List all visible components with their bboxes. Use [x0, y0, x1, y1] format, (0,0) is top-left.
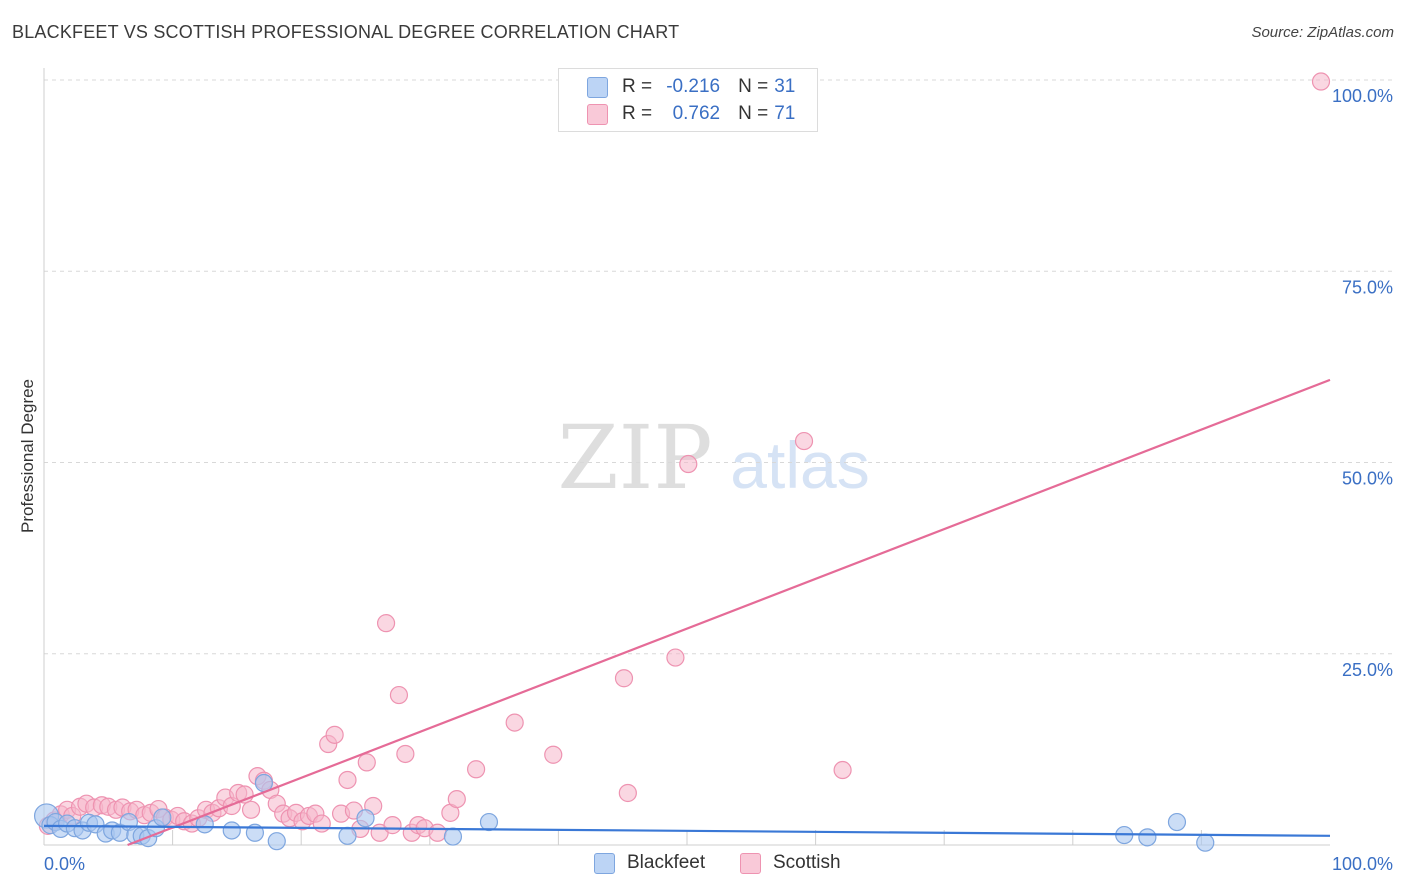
scottish-point — [1311, 72, 1331, 91]
bottom-legend-label-scottish: Scottish — [773, 852, 841, 873]
scottish-point — [338, 770, 357, 790]
y-tick-label: 75.0% — [1342, 277, 1393, 297]
blackfeet-point — [267, 832, 286, 851]
bottom-legend-label-blackfeet: Blackfeet — [627, 852, 706, 873]
grid — [44, 79, 1392, 845]
bottom-legend-blackfeet: Blackfeet — [594, 852, 705, 874]
legend-r-value: -0.216 — [666, 76, 721, 97]
scottish-point — [357, 753, 376, 772]
legend-swatch-blackfeet — [587, 76, 608, 98]
trend-lines — [43, 378, 1331, 847]
bottom-legend: Blackfeet Scottish — [0, 852, 1406, 878]
axes — [43, 68, 1330, 846]
scottish-point — [466, 760, 486, 779]
scottish-point — [447, 789, 466, 809]
legend-n-label: N = — [738, 76, 769, 97]
tick-labels: 25.0% 50.0% 75.0% 100.0% 0.0% 100.0% — [44, 86, 1393, 874]
scottish-point — [794, 431, 814, 451]
blackfeet-trend-line — [43, 824, 1331, 837]
blackfeet-point — [1138, 828, 1157, 847]
legend-n-label: N = — [738, 103, 769, 124]
y-axis-label: Professional Degree — [18, 378, 37, 534]
scottish-point — [428, 823, 447, 842]
scottish-trend-line — [127, 378, 1331, 847]
x-tick-label: 0.0% — [44, 854, 85, 874]
legend: R = -0.216 N = 31 R = 0.762 N = 71 — [558, 68, 818, 132]
legend-n-value: 31 — [774, 76, 796, 97]
scottish-point — [241, 800, 261, 819]
blackfeet-point — [338, 826, 357, 845]
blackfeet-point — [443, 827, 463, 846]
scottish-point — [396, 744, 415, 764]
legend-row-scottish: R = 0.762 N = 71 — [587, 101, 795, 127]
blackfeet-point — [1196, 833, 1215, 852]
source-label: Source: ZipAtlas.com — [1251, 24, 1394, 41]
blackfeet-point — [1167, 812, 1187, 832]
y-tick-label: 100.0% — [1332, 86, 1393, 106]
scottish-point — [833, 760, 852, 780]
scottish-points — [38, 72, 1331, 842]
legend-r-value: 0.762 — [672, 103, 721, 124]
y-tick-label: 50.0% — [1342, 469, 1393, 489]
bottom-legend-scottish: Scottish — [740, 852, 841, 874]
scottish-point — [618, 783, 637, 803]
watermark: ZIP atlas — [557, 406, 869, 509]
scottish-point — [325, 725, 344, 744]
scottish-point — [679, 454, 698, 474]
scottish-point — [312, 814, 331, 833]
blackfeet-point — [479, 812, 499, 832]
bottom-legend-swatch-blackfeet — [594, 852, 615, 874]
scottish-point — [389, 685, 409, 705]
legend-row-blackfeet: R = -0.216 N = 31 — [587, 74, 795, 100]
scottish-point — [544, 745, 563, 764]
bottom-legend-swatch-scottish — [740, 852, 761, 874]
scottish-point — [383, 816, 402, 835]
x-tick-label: 100.0% — [1332, 854, 1393, 874]
legend-r-label: R = — [622, 103, 653, 124]
legend-swatch-scottish — [587, 103, 608, 125]
scottish-point — [505, 713, 524, 732]
legend-n-value: 71 — [774, 103, 796, 124]
scottish-point — [614, 669, 634, 688]
scottish-point — [376, 614, 396, 633]
chart-title: BLACKFEET VS SCOTTISH PROFESSIONAL DEGRE… — [12, 22, 680, 42]
scottish-point — [666, 648, 685, 667]
y-tick-label: 25.0% — [1342, 660, 1393, 680]
blackfeet-point — [356, 809, 375, 828]
blackfeet-point — [153, 808, 172, 827]
blackfeet-point — [222, 821, 241, 840]
legend-r-label: R = — [622, 76, 653, 97]
